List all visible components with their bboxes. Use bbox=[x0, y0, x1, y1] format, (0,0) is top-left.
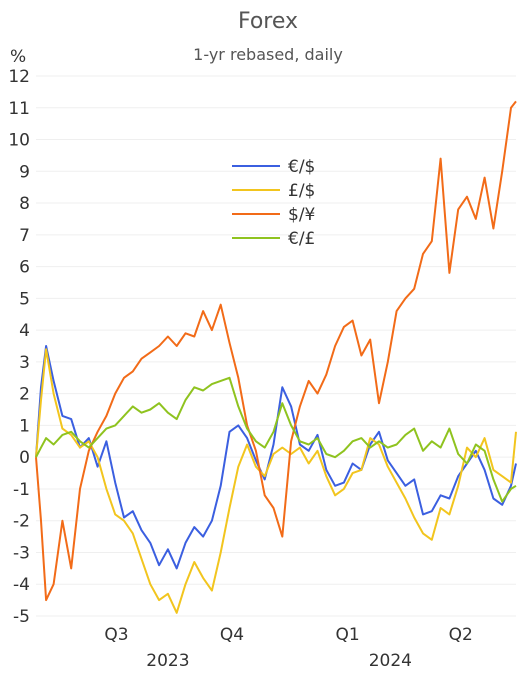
y-axis-unit: % bbox=[10, 47, 26, 67]
series-lines bbox=[35, 100, 517, 614]
legend-label: £/$ bbox=[288, 181, 315, 201]
y-tick-label: 8 bbox=[19, 194, 30, 214]
y-tick-label: -1 bbox=[13, 480, 30, 500]
y-tick-label: 11 bbox=[8, 99, 30, 119]
y-tick-label: 9 bbox=[19, 162, 30, 182]
y-tick-label: -2 bbox=[13, 512, 30, 532]
legend-label: $/¥ bbox=[288, 205, 316, 225]
x-quarter-label: Q2 bbox=[449, 625, 473, 645]
x-quarter-label: Q3 bbox=[104, 625, 128, 645]
series-line bbox=[35, 345, 517, 570]
chart-title: Forex bbox=[238, 9, 298, 34]
legend-label: €/£ bbox=[288, 229, 315, 249]
y-tick-label: 6 bbox=[19, 258, 30, 278]
legend-label: €/$ bbox=[288, 157, 315, 177]
series-line bbox=[35, 348, 517, 614]
legend: €/$ £/$ $/¥ €/£ bbox=[232, 157, 316, 249]
y-tick-label: 1 bbox=[19, 416, 30, 436]
y-tick-label: 4 bbox=[19, 321, 30, 341]
x-quarter-label: Q4 bbox=[220, 625, 244, 645]
x-quarter-label: Q1 bbox=[336, 625, 360, 645]
series-line bbox=[35, 100, 517, 602]
series-line bbox=[35, 376, 517, 503]
y-tick-label: 10 bbox=[8, 131, 30, 151]
x-axis-labels: Q3 Q4 Q1 Q2 2023 2024 bbox=[104, 625, 472, 671]
y-tick-label: -3 bbox=[13, 543, 30, 563]
y-tick-label: 0 bbox=[19, 448, 30, 468]
y-tick-label: 12 bbox=[8, 67, 30, 87]
y-tick-label: 3 bbox=[19, 353, 30, 373]
y-tick-label: -4 bbox=[13, 575, 30, 595]
chart-subtitle: 1-yr rebased, daily bbox=[193, 45, 343, 64]
y-tick-label: -5 bbox=[13, 607, 30, 627]
x-year-label: 2024 bbox=[369, 651, 412, 671]
grid-lines bbox=[36, 75, 516, 617]
y-tick-label: 2 bbox=[19, 385, 30, 405]
x-year-label: 2023 bbox=[146, 651, 189, 671]
y-tick-label: 5 bbox=[19, 289, 30, 309]
y-tick-label: 7 bbox=[19, 226, 30, 246]
